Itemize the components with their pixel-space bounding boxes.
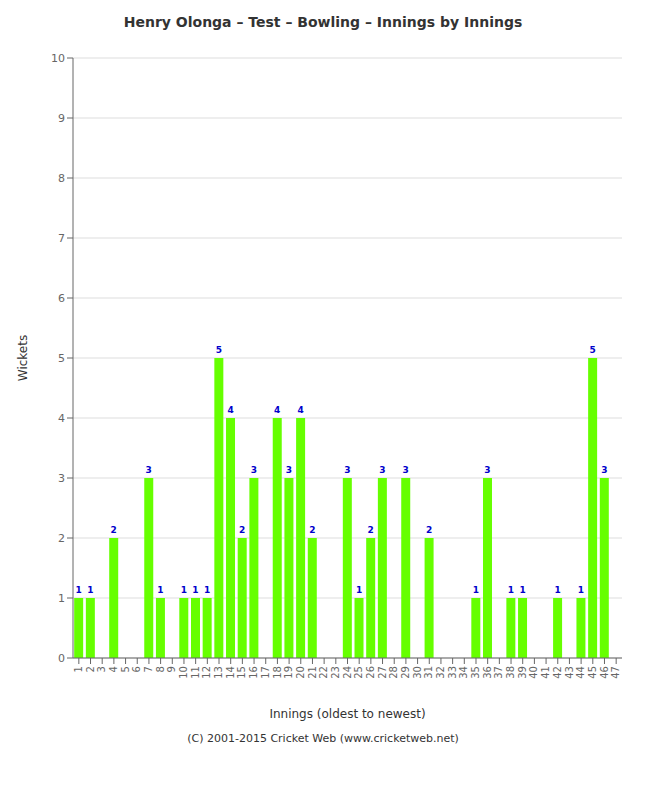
svg-text:2: 2 [426,525,432,535]
svg-text:30: 30 [412,666,423,679]
svg-text:5: 5 [216,345,222,355]
svg-text:15: 15 [236,666,247,679]
svg-text:2: 2 [309,525,315,535]
svg-text:39: 39 [517,666,528,679]
svg-text:2: 2 [111,525,117,535]
svg-text:1: 1 [87,585,93,595]
svg-text:20: 20 [295,666,306,679]
svg-text:23: 23 [330,666,341,679]
svg-text:1: 1 [473,585,479,595]
svg-text:3: 3 [484,465,490,475]
svg-text:14: 14 [225,666,236,679]
svg-text:35: 35 [470,666,481,679]
svg-text:1: 1 [58,592,65,605]
svg-text:13: 13 [213,666,224,679]
svg-text:38: 38 [505,666,516,679]
svg-text:3: 3 [58,472,65,485]
svg-text:2: 2 [58,532,65,545]
svg-text:8: 8 [58,172,65,185]
svg-text:31: 31 [423,666,434,679]
svg-text:33: 33 [447,666,458,679]
svg-text:5: 5 [120,666,131,672]
svg-text:36: 36 [482,666,493,679]
svg-text:28: 28 [388,666,399,679]
svg-text:25: 25 [353,666,364,679]
svg-text:1: 1 [204,585,210,595]
svg-text:6: 6 [58,292,65,305]
svg-text:11: 11 [190,666,201,679]
svg-text:12: 12 [201,666,212,679]
svg-text:27: 27 [377,666,388,679]
svg-text:7: 7 [58,232,65,245]
svg-text:3: 3 [344,465,350,475]
svg-text:4: 4 [297,405,303,415]
svg-text:2: 2 [239,525,245,535]
svg-text:4: 4 [227,405,233,415]
svg-text:1: 1 [157,585,163,595]
svg-text:17: 17 [260,666,271,679]
html-text:Henry Olonga – Test – Bowling: Henry Olonga – Test – Bowling – Innings … [123,14,523,30]
svg-text:Innings (oldest to newest): Innings (oldest to newest) [269,707,425,721]
svg-text:32: 32 [435,666,446,679]
svg-text:4: 4 [274,405,280,415]
svg-text:40: 40 [528,666,539,679]
svg-text:9: 9 [166,666,177,672]
svg-text:37: 37 [493,666,504,679]
svg-text:21: 21 [307,666,318,679]
svg-text:42: 42 [552,666,563,679]
svg-text:Wickets: Wickets [16,335,30,381]
svg-text:3: 3 [251,465,257,475]
svg-text:22: 22 [318,666,329,679]
svg-text:4: 4 [58,412,65,425]
svg-text:4: 4 [108,666,119,672]
svg-text:1: 1 [508,585,514,595]
svg-text:0: 0 [58,652,65,665]
svg-text:10: 10 [51,52,65,65]
svg-text:16: 16 [248,666,259,679]
svg-text:1: 1 [554,585,560,595]
svg-text:18: 18 [272,666,283,679]
svg-text:5: 5 [58,352,65,365]
svg-text:7: 7 [143,666,154,672]
svg-text:1: 1 [73,666,84,672]
svg-text:3: 3 [601,465,607,475]
svg-text:2: 2 [368,525,374,535]
svg-text:1: 1 [519,585,525,595]
svg-text:2: 2 [85,666,96,672]
svg-text:10: 10 [178,666,189,679]
html-text:(C) 2001-2015 Cricket Web (www: (C) 2001-2015 Cricket Web (www.cricketwe… [187,732,459,745]
svg-text:1: 1 [578,585,584,595]
svg-text:1: 1 [76,585,82,595]
svg-text:34: 34 [458,666,469,679]
svg-text:3: 3 [379,465,385,475]
svg-text:26: 26 [365,666,376,679]
svg-text:3: 3 [403,465,409,475]
svg-text:24: 24 [342,666,353,679]
svg-text:1: 1 [356,585,362,595]
svg-text:19: 19 [283,666,294,679]
svg-text:3: 3 [286,465,292,475]
svg-text:43: 43 [564,666,575,679]
svg-text:6: 6 [131,666,142,672]
svg-text:8: 8 [155,666,166,672]
svg-text:46: 46 [599,666,610,679]
svg-text:45: 45 [587,666,598,679]
svg-text:29: 29 [400,666,411,679]
svg-text:9: 9 [58,112,65,125]
svg-text:5: 5 [589,345,595,355]
svg-text:1: 1 [181,585,187,595]
svg-text:41: 41 [540,666,551,679]
svg-text:3: 3 [96,666,107,672]
svg-text:47: 47 [610,666,621,679]
svg-text:1: 1 [192,585,198,595]
svg-text:3: 3 [146,465,152,475]
svg-text:44: 44 [575,666,586,679]
